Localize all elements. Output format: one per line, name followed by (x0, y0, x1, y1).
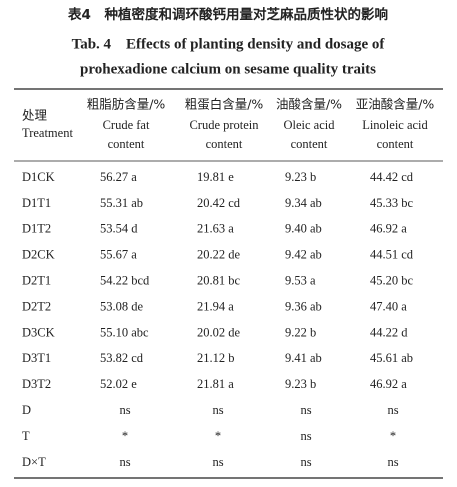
cell: 46.92 a (370, 377, 407, 391)
cell: 9.42 ab (285, 248, 322, 262)
cell: 44.42 cd (370, 170, 414, 184)
cell: D×T (22, 455, 46, 469)
cell: ns (119, 455, 130, 469)
cell: 44.51 cd (370, 248, 414, 262)
cell: 9.23 b (285, 170, 316, 184)
cell: * (122, 429, 128, 443)
header-cell: Treatment (22, 126, 73, 140)
cell: 21.94 a (197, 299, 234, 313)
title: 表4 种植密度和调环酸钙用量对芝麻品质性状的影响 (68, 6, 388, 23)
header-cell: Oleic acid (283, 118, 335, 132)
cell: 47.40 a (370, 299, 407, 313)
cell: ns (300, 429, 311, 443)
cell: 55.10 abc (100, 325, 149, 339)
cell: D3T2 (22, 377, 51, 391)
cell: 9.36 ab (285, 299, 322, 313)
cell: D2T1 (22, 273, 51, 287)
cell: 9.22 b (285, 325, 316, 339)
cell: D1T2 (22, 222, 51, 236)
cell: 19.81 e (197, 170, 234, 184)
header-cell: content (108, 137, 145, 151)
header-cell: 粗蛋白含量/% (185, 97, 264, 112)
cell: 53.08 de (100, 299, 144, 313)
cell: 46.92 a (370, 222, 407, 236)
cell: ns (300, 403, 311, 417)
cell: ns (300, 455, 311, 469)
cell: D3CK (22, 325, 55, 339)
cell: 55.67 a (100, 248, 137, 262)
cell: 9.53 a (285, 273, 316, 287)
header-cell: content (206, 137, 243, 151)
header-cell: Crude fat (103, 118, 150, 132)
cell: 9.40 ab (285, 222, 322, 236)
cell: 20.81 bc (197, 273, 241, 287)
header-cell: content (377, 137, 414, 151)
header-cell: 粗脂肪含量/% (87, 97, 166, 112)
cell: 54.22 bcd (100, 273, 150, 287)
header-cell: 亚油酸含量/% (356, 97, 435, 112)
cell: D1CK (22, 170, 55, 184)
cell: * (390, 429, 396, 443)
cell: 21.12 b (197, 351, 235, 365)
cell: 44.22 d (370, 325, 408, 339)
cell: ns (212, 403, 223, 417)
cell: T (22, 429, 30, 443)
cell: D (22, 403, 31, 417)
cell: 21.63 a (197, 222, 234, 236)
cell: ns (387, 403, 398, 417)
header-cell: Linoleic acid (362, 118, 428, 132)
subtitle: prohexadione calcium on sesame quality t… (80, 61, 376, 77)
cell: D1T1 (22, 196, 51, 210)
cell: * (215, 429, 221, 443)
cell: 45.33 bc (370, 196, 414, 210)
subtitle: Tab. 4 Effects of planting density and d… (72, 36, 386, 52)
cell: 9.34 ab (285, 196, 322, 210)
cell: D2T2 (22, 299, 51, 313)
cell: 20.02 de (197, 325, 241, 339)
cell: 56.27 a (100, 170, 137, 184)
cell: D3T1 (22, 351, 51, 365)
header-cell: content (291, 137, 328, 151)
cell: ns (387, 455, 398, 469)
cell: ns (212, 455, 223, 469)
header-cell: 处理 (22, 108, 48, 123)
cell: 45.20 bc (370, 273, 414, 287)
header-cell: Crude protein (189, 118, 259, 132)
cell: 20.22 de (197, 248, 241, 262)
cell: D2CK (22, 248, 55, 262)
cell: 45.61 ab (370, 351, 413, 365)
cell: 9.23 b (285, 377, 316, 391)
cell: 20.42 cd (197, 196, 241, 210)
cell: 53.54 d (100, 222, 138, 236)
cell: 9.41 ab (285, 351, 322, 365)
cell: 52.02 e (100, 377, 137, 391)
cell: 21.81 a (197, 377, 234, 391)
cell: ns (119, 403, 130, 417)
cell: 55.31 ab (100, 196, 143, 210)
cell: 53.82 cd (100, 351, 144, 365)
header-cell: 油酸含量/% (276, 97, 342, 112)
